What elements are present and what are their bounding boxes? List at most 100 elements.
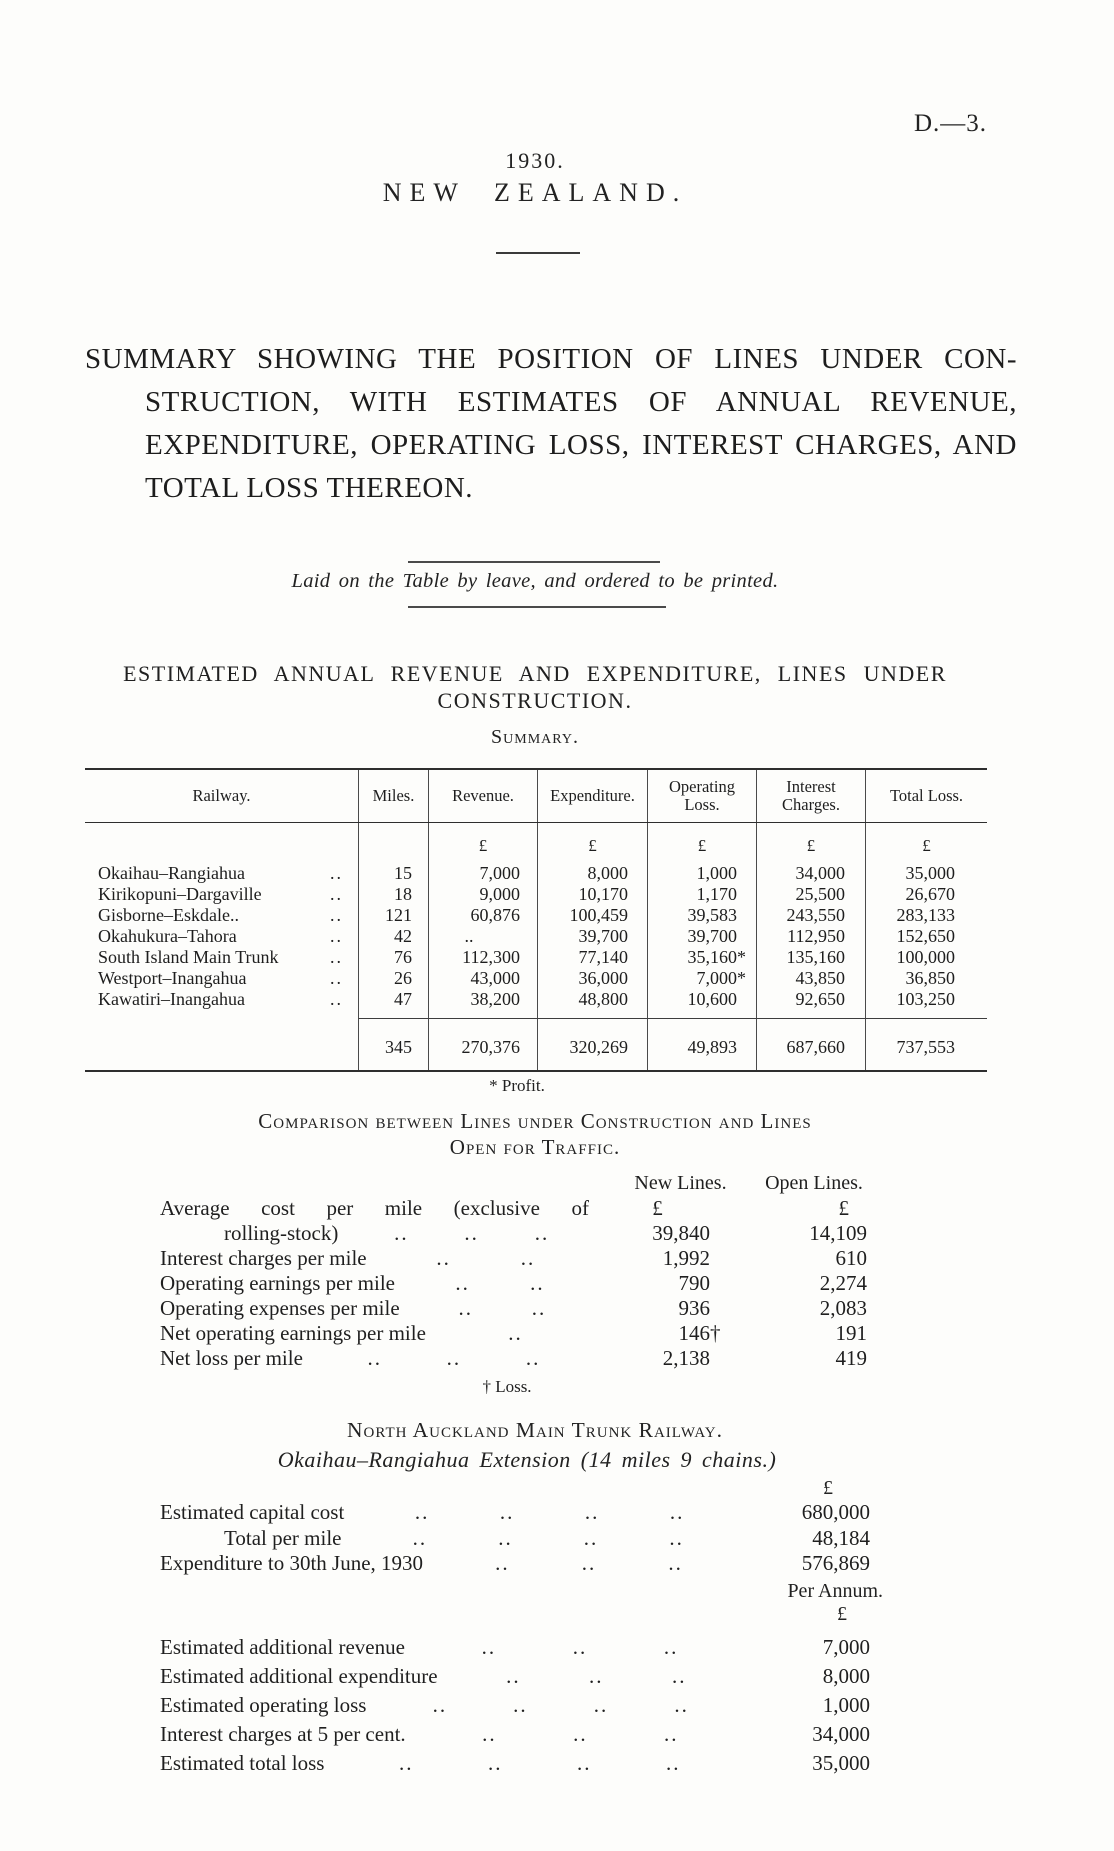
revenue-cell: 43,000: [428, 968, 537, 989]
total-loss-cell: 100,000: [865, 947, 987, 968]
table-row: Okaihau–Rangiahua.. 15 7,000 8,000 1,000…: [85, 863, 987, 884]
comparison-row-average-cost-line-1: Average cost per mile (exclusive of £ £: [160, 1196, 873, 1221]
total-loss-cell: 152,650: [865, 926, 987, 947]
column-header-interest-charges: Interest Charges.: [756, 770, 865, 822]
miles-cell: 121: [358, 905, 428, 926]
row-label: Expenditure to 30th June, 1930: [160, 1551, 424, 1575]
leader-dots: ........: [398, 1751, 681, 1775]
list-row: Total per mile ........ 48,184: [160, 1526, 875, 1552]
revenue-cell: 60,876: [428, 905, 537, 926]
value-new-lines: 39,840: [652, 1221, 710, 1245]
comparison-heading-line-1: Comparison between Lines under Construct…: [258, 1109, 812, 1133]
row-label: Average cost per mile (exclusive of: [160, 1196, 589, 1220]
leader-dots: ..: [330, 884, 343, 904]
currency-cell: £: [865, 823, 987, 857]
comparison-rows: Interest charges per mile .... 1,992 610…: [160, 1246, 873, 1371]
table-header-row: Railway. Miles. Revenue. Expenditure. Op…: [85, 770, 987, 823]
interest-charges-cell: 92,650: [756, 989, 865, 1010]
interest-charges-cell: 25,500: [756, 884, 865, 905]
revenue-cell: 7,000: [428, 863, 537, 884]
interest-charges-cell: 34,000: [756, 863, 865, 884]
list-row: Expenditure to 30th June, 1930 ...... 57…: [160, 1551, 875, 1577]
value-new-lines: 2,138: [662, 1346, 710, 1370]
column-header-new-lines: New Lines.: [634, 1172, 727, 1194]
doc-number: D.—3.: [913, 110, 987, 137]
currency-open-lines: £: [838, 1196, 850, 1220]
table-row: Kawatiri–Inangahua.. 47 38,200 48,800 10…: [85, 989, 987, 1010]
comparison-row-average-cost-line-2: rolling-stock) ...... 39,840 14,109: [160, 1221, 873, 1246]
railway-name-cell: Westport–Inangahua..: [98, 968, 343, 988]
revenue-cell: 112,300: [428, 947, 537, 968]
row-label: Estimated additional revenue: [160, 1635, 405, 1659]
column-header-railway: Railway.: [192, 786, 251, 805]
total-expenditure: 320,269: [537, 1032, 647, 1062]
table-row: Westport–Inangahua.. 26 43,000 36,000 7,…: [85, 968, 987, 989]
railway-name-cell: Kawatiri–Inangahua..: [98, 989, 343, 1009]
list-row: Estimated total loss ........ 35,000: [160, 1749, 875, 1778]
currency-cell: £: [756, 823, 865, 857]
miles-cell: 42: [358, 926, 428, 947]
operating-loss-cell: 10,600: [647, 989, 756, 1010]
railway-name-cell: Kirikopuni–Dargaville..: [98, 884, 343, 904]
interest-charges-cell: 43,850: [756, 968, 865, 989]
leader-dots: ....: [458, 1296, 547, 1320]
list-row: Interest charges at 5 per cent. ...... 3…: [160, 1720, 875, 1749]
column-header-miles: Miles.: [358, 770, 428, 822]
value-open-lines: 14,109: [809, 1221, 867, 1245]
total-loss-cell: 26,670: [865, 884, 987, 905]
row-value: 1,000: [822, 1693, 870, 1717]
laid-rule-bottom: [408, 606, 666, 608]
value-open-lines: 191: [835, 1321, 868, 1345]
table-row: Okahukura–Tahora.. 42 .. 39,700 39,700 1…: [85, 926, 987, 947]
laid-rule-top: [408, 561, 660, 563]
currency-row: £ £ £ £ £: [85, 823, 987, 857]
table-row: South Island Main Trunk.. 76 112,300 77,…: [85, 947, 987, 968]
column-header-total-loss: Total Loss.: [865, 770, 987, 822]
comparison-row: Interest charges per mile .... 1,992 610: [160, 1246, 873, 1271]
value-open-lines: 610: [835, 1246, 868, 1270]
railway-name-cell: South Island Main Trunk..: [98, 947, 343, 967]
miles-cell: 47: [358, 989, 428, 1010]
leader-dots: ........: [432, 1693, 689, 1717]
section-title-line-1: ESTIMATED ANNUAL REVENUE AND EXPENDITURE…: [123, 661, 947, 686]
expenditure-cell: 100,459: [537, 905, 647, 926]
row-label: Operating expenses per mile: [160, 1296, 400, 1320]
column-header-operating-loss: Operating Loss.: [647, 770, 756, 822]
expenditure-cell: 36,000: [537, 968, 647, 989]
profit-footnote: * Profit.: [489, 1076, 545, 1095]
laid-note: Laid on the Table by leave, and ordered …: [291, 570, 779, 592]
year-title: 1930.: [505, 148, 565, 173]
leader-dots: ......: [394, 1221, 550, 1245]
total-loss-cell: 103,250: [865, 989, 987, 1010]
comparison-heading-line-2: Open for Traffic.: [449, 1135, 621, 1159]
list-row: Estimated operating loss ........ 1,000: [160, 1691, 875, 1720]
operating-loss-cell: 1,170: [647, 884, 756, 905]
column-header-open-lines: Open Lines.: [765, 1172, 863, 1194]
na-capital-rows: Estimated capital cost ........ 680,000 …: [160, 1500, 875, 1577]
per-annum-label: Per Annum.: [787, 1580, 883, 1602]
comparison-row: Net loss per mile ...... 2,138 419: [160, 1346, 873, 1371]
row-label: Total per mile: [224, 1525, 342, 1550]
leader-dots: ......: [506, 1664, 687, 1688]
row-label: Net operating earnings per mile: [160, 1321, 426, 1345]
currency-new-lines: £: [652, 1196, 663, 1220]
currency-cell: [85, 823, 358, 857]
leader-dots: ......: [482, 1722, 679, 1746]
row-label: Estimated additional expenditure: [160, 1664, 438, 1688]
railway-name-cell: Okaihau–Rangiahua..: [98, 863, 343, 883]
currency-cell: £: [647, 823, 756, 857]
list-row: Estimated capital cost ........ 680,000: [160, 1500, 875, 1526]
value-new-lines: 1,992: [662, 1246, 710, 1270]
miles-cell: 15: [358, 863, 428, 884]
leader-dots: ..: [330, 926, 343, 946]
leader-dots: ......: [367, 1346, 541, 1370]
north-auckland-title: North Auckland Main Trunk Railway.: [346, 1418, 724, 1442]
revenue-cell: ..: [428, 926, 537, 947]
north-auckland-subtitle: Okaihau–Rangiahua Extension (14 miles 9 …: [277, 1447, 777, 1472]
total-total-loss: 737,553: [865, 1032, 987, 1062]
country-title: NEW ZEALAND.: [382, 178, 688, 207]
row-label: rolling-stock): [224, 1221, 339, 1245]
leader-dots: ..: [330, 863, 343, 883]
leader-dots: ..: [330, 947, 343, 967]
